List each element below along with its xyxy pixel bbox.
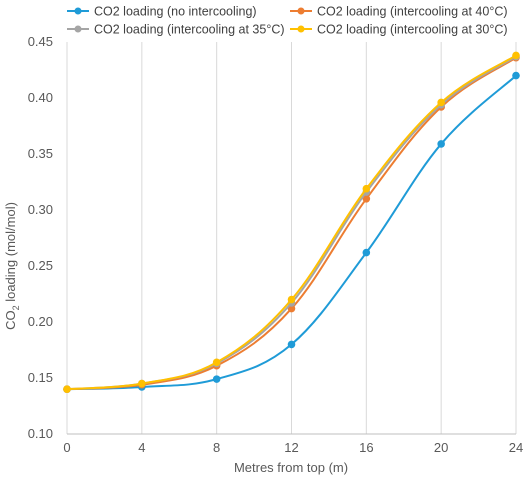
series-3-point-5 [437, 98, 445, 107]
y-tick-label-7: 0.45 [28, 34, 53, 49]
series-0-point-5 [437, 140, 445, 148]
series-0-point-6 [512, 71, 520, 80]
y-tick-label-3: 0.25 [28, 258, 53, 273]
legend-label-2: CO2 loading (intercooling at 35°C) [94, 23, 285, 37]
series-0-point-3 [287, 340, 296, 349]
x-tick-label-5: 20 [434, 440, 448, 455]
legend-label-3: CO2 loading (intercooling at 30°C) [317, 23, 508, 37]
series-1-point-3 [287, 304, 296, 313]
x-tick-label-1: 4 [138, 440, 145, 455]
x-axis-title: Metres from top (m) [234, 460, 348, 475]
series-layer [63, 51, 520, 394]
series-3-point-6 [512, 51, 520, 60]
series-3-point-0 [63, 385, 71, 394]
series-3-point-4 [362, 184, 371, 193]
tick-labels: 0 4 8 12 16 20 24 0.10 0.15 0.20 0.25 0.30 0.35 0.40 0… [28, 34, 524, 455]
legend-marker-0 [74, 7, 82, 15]
series-3-point-2 [212, 358, 221, 367]
x-tick-label-2: 8 [213, 440, 220, 455]
y-tick-label-0: 0.10 [28, 426, 53, 441]
series-1-point-4 [362, 195, 371, 203]
legend-marker-3 [297, 25, 305, 33]
legend-label-1: CO2 loading (intercooling at 40°C) [317, 5, 508, 19]
x-tick-label-4: 16 [359, 440, 373, 455]
y-axis-title: CO2 loading (mol/mol) [3, 202, 21, 330]
y-tick-label-2: 0.20 [28, 314, 53, 329]
legend-marker-2 [74, 25, 82, 33]
y-axis-title-prefix: CO [3, 310, 18, 330]
series-3-point-3 [287, 295, 296, 304]
y-tick-label-1: 0.15 [28, 370, 53, 385]
y-tick-label-5: 0.35 [28, 146, 53, 161]
legend-label-0: CO2 loading (no intercooling) [94, 5, 257, 19]
legend: CO2 loading (no intercooling) CO2 loading… [67, 5, 508, 37]
y-axis-title-subscript: 2 [11, 305, 21, 310]
x-tick-label-0: 0 [63, 440, 70, 455]
x-tick-label-6: 24 [509, 440, 523, 455]
series-3-point-1 [138, 379, 146, 388]
legend-marker-1 [297, 7, 305, 15]
series-0-point-4 [362, 248, 371, 257]
x-tick-label-3: 12 [284, 440, 298, 455]
y-tick-label-6: 0.40 [28, 90, 53, 105]
series-0-point-2 [212, 375, 221, 383]
y-tick-label-4: 0.30 [28, 202, 53, 217]
y-axis-title-suffix: loading (mol/mol) [3, 202, 18, 305]
